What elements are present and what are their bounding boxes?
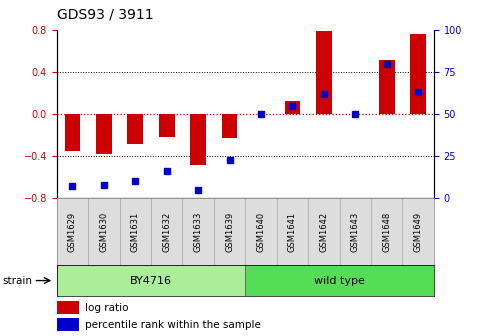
- Bar: [379, 60, 394, 114]
- Bar: [65, 114, 80, 151]
- Text: GSM1633: GSM1633: [194, 212, 203, 252]
- Text: wild type: wild type: [314, 276, 365, 286]
- Bar: [410, 35, 426, 114]
- Text: GSM1630: GSM1630: [99, 212, 108, 252]
- Bar: [316, 31, 332, 114]
- Text: log ratio: log ratio: [85, 303, 129, 313]
- Bar: [182, 198, 214, 265]
- Bar: [284, 100, 300, 114]
- Bar: [402, 198, 434, 265]
- Bar: [245, 198, 277, 265]
- Text: GSM1642: GSM1642: [319, 212, 328, 252]
- Bar: [151, 198, 182, 265]
- Bar: [371, 198, 402, 265]
- Bar: [222, 114, 238, 138]
- Bar: [190, 114, 206, 165]
- Bar: [214, 198, 246, 265]
- Text: GSM1631: GSM1631: [131, 212, 140, 252]
- Text: GSM1643: GSM1643: [351, 212, 360, 252]
- Text: GSM1640: GSM1640: [256, 212, 266, 252]
- Text: GSM1629: GSM1629: [68, 212, 77, 252]
- Text: percentile rank within the sample: percentile rank within the sample: [85, 320, 261, 330]
- Bar: [57, 301, 79, 314]
- Bar: [245, 265, 434, 296]
- Bar: [96, 114, 112, 154]
- Bar: [159, 114, 175, 137]
- Text: GSM1632: GSM1632: [162, 212, 171, 252]
- Text: GSM1649: GSM1649: [414, 212, 423, 252]
- Bar: [277, 198, 308, 265]
- Bar: [127, 114, 143, 144]
- Text: GSM1641: GSM1641: [288, 212, 297, 252]
- Text: strain: strain: [2, 276, 33, 286]
- Bar: [57, 198, 88, 265]
- Text: BY4716: BY4716: [130, 276, 172, 286]
- Bar: [57, 265, 245, 296]
- Bar: [308, 198, 340, 265]
- Bar: [88, 198, 119, 265]
- Text: GSM1648: GSM1648: [382, 212, 391, 252]
- Bar: [119, 198, 151, 265]
- Text: GSM1639: GSM1639: [225, 212, 234, 252]
- Bar: [340, 198, 371, 265]
- Text: GDS93 / 3911: GDS93 / 3911: [57, 8, 153, 22]
- Bar: [57, 318, 79, 331]
